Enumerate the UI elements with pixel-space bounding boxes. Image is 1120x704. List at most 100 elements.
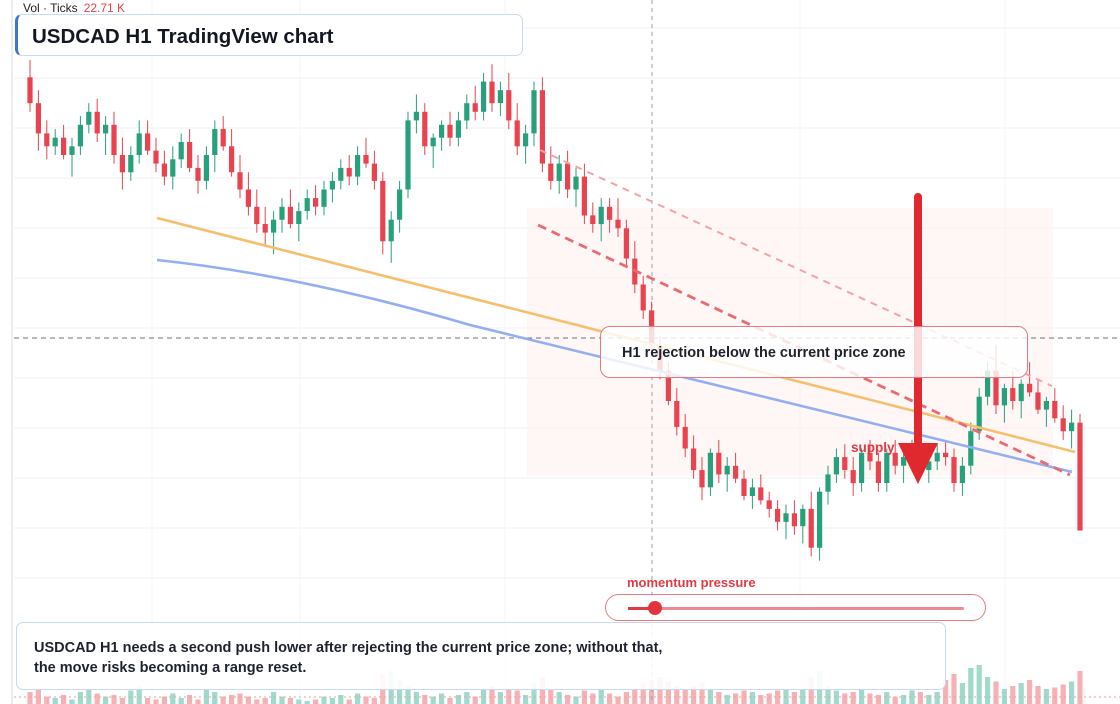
candle	[472, 85, 478, 121]
volume-bar	[1027, 680, 1033, 704]
volume-bar	[968, 668, 974, 704]
volume-bar	[422, 695, 428, 704]
candle	[405, 111, 411, 199]
candle-body	[447, 124, 453, 138]
volume-bar	[439, 693, 445, 704]
candle	[573, 167, 579, 207]
candle	[86, 103, 92, 134]
candle-body	[304, 198, 310, 211]
candle-body	[581, 176, 587, 216]
candle	[867, 439, 873, 471]
candle-body	[455, 120, 461, 138]
volume-bar	[674, 686, 680, 704]
candle-body	[363, 155, 369, 164]
volume-bar	[262, 698, 268, 704]
candle	[229, 129, 235, 177]
candle	[187, 129, 193, 173]
candle-body	[220, 129, 226, 147]
momentum-fill	[628, 607, 655, 610]
candle-body	[229, 146, 235, 173]
candle	[749, 478, 755, 509]
volume-bar	[397, 680, 403, 704]
candle-body	[1001, 388, 1007, 406]
candle-body	[800, 508, 806, 527]
candle	[699, 457, 705, 501]
volume-bar	[77, 692, 83, 704]
volume-bar	[1069, 681, 1075, 704]
candle-body	[77, 124, 83, 147]
volume-bar	[1010, 686, 1016, 704]
candle-body	[775, 508, 781, 522]
momentum-label: momentum pressure	[627, 575, 756, 590]
volume-bar	[313, 699, 319, 704]
momentum-gauge[interactable]	[605, 594, 986, 621]
candle	[170, 146, 176, 190]
candle	[481, 72, 487, 121]
trendline-blue[interactable]	[156, 258, 1073, 474]
volume-bar	[623, 692, 629, 704]
candle	[951, 448, 957, 492]
volume-bar	[254, 699, 260, 704]
candle-body	[825, 474, 831, 492]
volume-bar	[1052, 687, 1058, 704]
volume-bar	[917, 692, 923, 704]
candle	[531, 81, 537, 147]
candle-body	[892, 452, 898, 466]
candle	[439, 120, 445, 151]
volume-bar	[1060, 684, 1066, 704]
candle	[901, 452, 907, 483]
candle	[355, 146, 361, 186]
candle	[489, 64, 495, 112]
candle	[447, 111, 453, 147]
volume-bar	[69, 699, 75, 704]
volume-indicator-header: Vol · Ticks 22.71 K	[23, 1, 125, 15]
candle	[850, 457, 856, 496]
candle	[346, 155, 352, 186]
volume-bar	[808, 677, 814, 704]
candle-body	[128, 155, 134, 173]
candle-body	[724, 465, 730, 475]
candle	[1043, 396, 1049, 427]
volume-bar	[859, 687, 865, 704]
supply-label: supply	[851, 440, 895, 455]
volume-bar	[363, 696, 369, 704]
candle	[153, 137, 159, 173]
volume-bar	[749, 692, 755, 704]
candle-body	[766, 500, 772, 509]
volume-bar	[665, 681, 671, 704]
candle-body	[69, 146, 75, 155]
candle-body	[203, 155, 209, 181]
volume-value: 22.71 K	[83, 1, 126, 15]
volume-bar	[691, 686, 697, 704]
candle	[27, 60, 33, 112]
momentum-knob[interactable]	[647, 601, 662, 615]
volume-bar	[187, 695, 193, 704]
candle	[783, 504, 789, 540]
candle-body	[397, 189, 403, 220]
candle	[61, 124, 67, 160]
candle-body	[531, 90, 537, 134]
volume-bar	[287, 698, 293, 704]
candle	[859, 448, 865, 492]
volume-bar	[145, 698, 151, 704]
volume-bar	[943, 680, 949, 704]
volume-bar	[229, 695, 235, 704]
volume-bar	[94, 693, 100, 704]
candle-body	[52, 137, 58, 147]
candle-body	[161, 163, 167, 177]
candle-body	[187, 142, 193, 168]
candle-body	[338, 167, 344, 181]
candle-body	[94, 111, 100, 134]
candle	[1069, 409, 1075, 449]
volume-bar	[103, 696, 109, 704]
candle	[1052, 388, 1058, 423]
candle	[329, 172, 335, 203]
volume-bar	[531, 683, 537, 704]
candle-body	[170, 159, 176, 177]
rejection-callout: H1 rejection below the current price zon…	[600, 326, 1028, 378]
candle-body	[1077, 422, 1083, 531]
volume-bar	[355, 693, 361, 704]
candle-body	[943, 452, 949, 458]
candle-body	[1069, 422, 1075, 432]
